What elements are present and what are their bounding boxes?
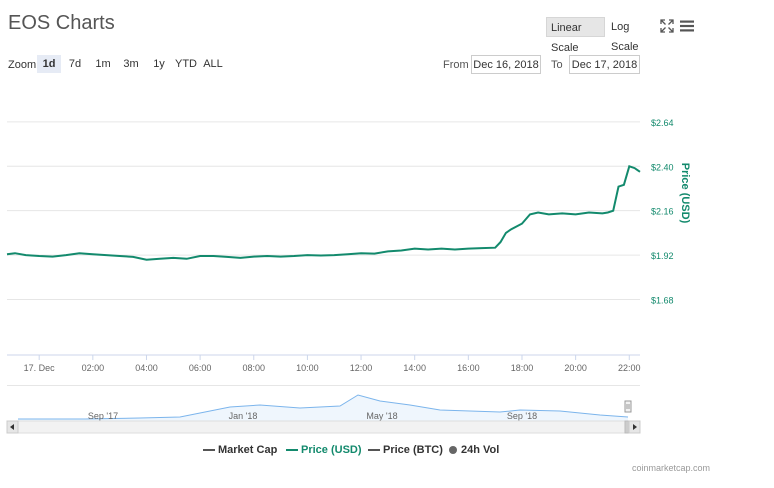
y-axis-title: Price (USD)	[679, 163, 691, 224]
legend-line-icon	[286, 449, 298, 452]
log-scale-button[interactable]: Log Scale	[611, 21, 639, 53]
legend-24h-vol[interactable]: 24h Vol	[449, 444, 499, 456]
legend-price-usd[interactable]: Price (USD)	[286, 444, 362, 456]
y-tick-label: $1.68	[651, 295, 674, 305]
from-label: From	[443, 59, 469, 71]
legend-label: Price (BTC)	[383, 444, 443, 456]
x-tick-label: 08:00	[242, 363, 265, 373]
navigator-handle[interactable]	[624, 400, 632, 413]
x-tick-label: 06:00	[189, 363, 212, 373]
zoom-button-ytd[interactable]: YTD	[175, 58, 197, 70]
legend-label: Market Cap	[218, 444, 278, 456]
to-date-input[interactable]	[569, 55, 640, 74]
navigator[interactable]: Sep '17 Jan '18 May '18 Sep '18	[0, 385, 774, 445]
y-tick-label: $2.40	[651, 162, 674, 172]
page-title: EOS Charts	[8, 12, 115, 34]
zoom-button-7d[interactable]: 7d	[68, 58, 82, 70]
legend-price-btc[interactable]: Price (BTC)	[368, 444, 443, 456]
to-label: To	[551, 59, 563, 71]
legend-line-icon	[368, 449, 380, 452]
y-tick-label: $2.64	[651, 118, 674, 128]
x-tick-label: 14:00	[403, 363, 426, 373]
zoom-button-all[interactable]: ALL	[203, 58, 223, 70]
zoom-button-1m[interactable]: 1m	[95, 58, 111, 70]
scroll-right-arrow-icon	[633, 424, 637, 430]
navigator-tick: Jan '18	[229, 411, 258, 421]
x-tick-label: 02:00	[82, 363, 105, 373]
navigator-tick: Sep '17	[88, 411, 118, 421]
legend-line-icon	[203, 449, 215, 452]
linear-scale-button[interactable]: Linear Scale	[546, 17, 605, 54]
x-tick-label: 20:00	[564, 363, 587, 373]
price-chart: $1.68 $1.92 $2.16 $2.40 $2.64 17. Dec 02:00 04…	[6, 118, 691, 373]
from-date-input[interactable]	[471, 55, 541, 74]
zoom-button-3m[interactable]: 3m	[123, 58, 139, 70]
x-tick-label: 17. Dec	[24, 363, 56, 373]
x-tick-label: 12:00	[350, 363, 373, 373]
legend-label: 24h Vol	[461, 444, 500, 456]
navigator-scrollbar-track[interactable]	[6, 420, 641, 434]
legend-market-cap[interactable]: Market Cap	[203, 444, 277, 456]
x-tick-label: 10:00	[296, 363, 319, 373]
zoom-button-1y[interactable]: 1y	[153, 58, 165, 70]
zoom-label: Zoom	[8, 59, 37, 71]
x-tick-label: 16:00	[457, 363, 480, 373]
navigator-tick: Sep '18	[507, 411, 537, 421]
navigator-tick: May '18	[366, 411, 397, 421]
x-tick-label: 04:00	[135, 363, 158, 373]
x-tick-label: 22:00	[618, 363, 641, 373]
legend-label: Price (USD)	[301, 444, 362, 456]
legend-dot-icon	[449, 446, 457, 455]
y-tick-label: $2.16	[651, 207, 674, 217]
price-usd-line	[6, 165, 641, 261]
fullscreen-icon[interactable]	[660, 19, 674, 33]
navigator-series-line	[18, 394, 629, 420]
x-tick-label: 18:00	[511, 363, 534, 373]
y-tick-label: $1.92	[651, 251, 674, 261]
zoom-button-1d[interactable]: 1d	[37, 55, 61, 73]
scroll-left-arrow-icon	[10, 424, 14, 430]
credit-link[interactable]: coinmarketcap.com	[632, 463, 711, 473]
navigator-series-area	[18, 395, 628, 421]
menu-icon[interactable]	[680, 19, 694, 33]
